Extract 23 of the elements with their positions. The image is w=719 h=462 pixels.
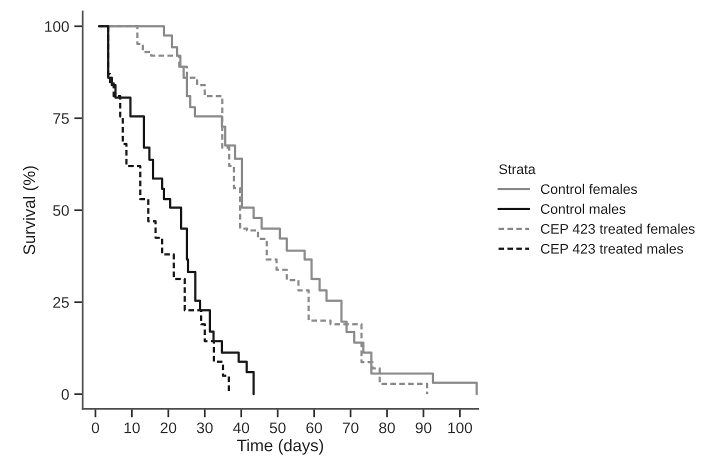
legend-label: Control males (540, 204, 626, 214)
legend-label: CEP 423 treated males (540, 244, 684, 254)
x-tick-label: 20 (160, 422, 176, 434)
x-tick-label: 100 (448, 422, 472, 434)
x-tick-label: 40 (233, 422, 250, 434)
legend-label: CEP 423 treated females (540, 224, 695, 234)
y-axis-title: Survival (%) (22, 166, 38, 254)
x-tick-label: 90 (416, 422, 432, 434)
y-tick-label: 0 (62, 389, 69, 400)
x-tick-label: 50 (270, 422, 286, 434)
x-tick-label: 60 (306, 422, 322, 434)
y-tick-label: 50 (53, 205, 69, 216)
y-tick-label: 100 (45, 21, 69, 32)
x-tick-label: 70 (342, 422, 358, 434)
x-tick-label: 10 (124, 422, 140, 434)
x-axis-title: Time (days) (237, 439, 324, 455)
x-tick-label: 0 (92, 422, 100, 434)
legend-label: Control females (540, 184, 637, 194)
y-tick-label: 25 (53, 297, 69, 308)
legend-title: Strata (499, 164, 536, 174)
x-tick-label: 30 (196, 422, 213, 434)
x-tick-label: 80 (379, 422, 395, 434)
y-tick-label: 75 (53, 113, 69, 124)
